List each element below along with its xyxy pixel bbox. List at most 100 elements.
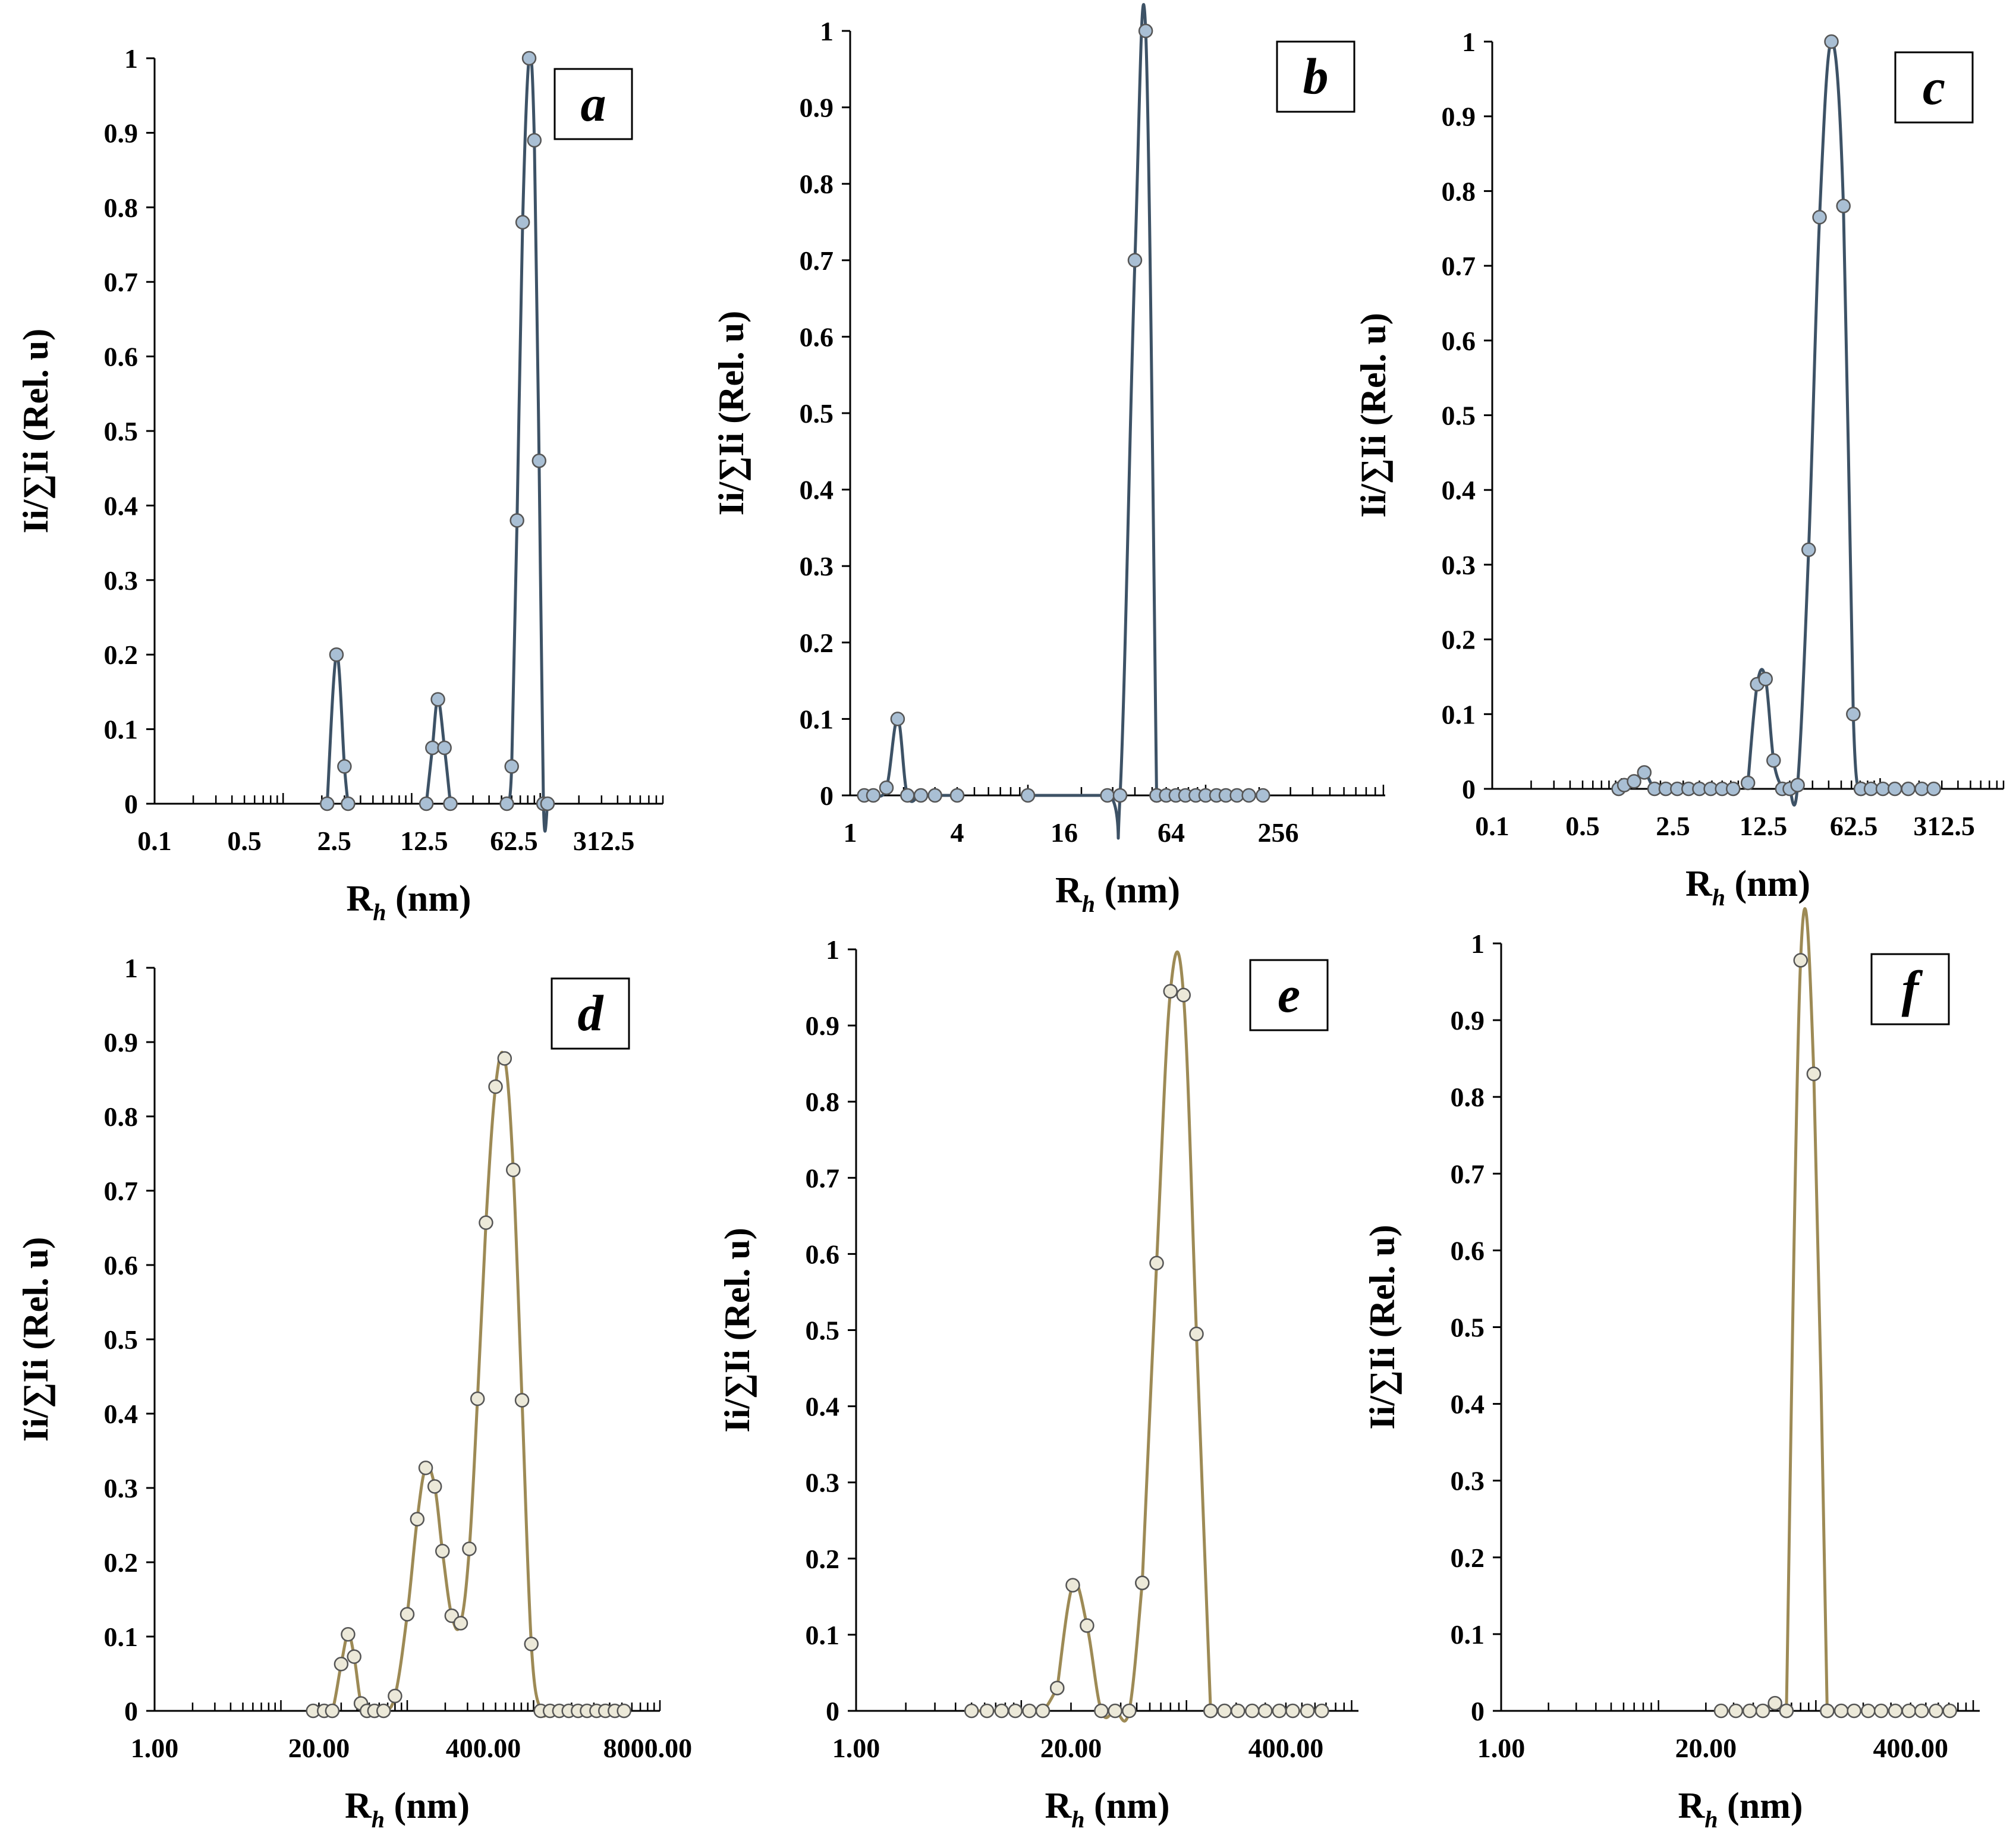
data-point [504,759,519,774]
y-tick-label: 0.1 [104,1622,139,1652]
x-axis-title: Rh (nm) [1045,1786,1170,1833]
data-point [419,796,434,811]
y-tick-label: 0.3 [800,551,834,581]
x-tick-label: 400.00 [446,1733,521,1763]
panel-label: e [1278,966,1300,1023]
panel-label-box [1894,51,1974,124]
x-tick-label: 20.00 [1675,1733,1737,1763]
y-tick-label: 1 [124,43,138,74]
x-axis-title-unit: (nm) [1725,864,1810,904]
series-line [1028,3,1158,840]
data-point [376,1703,391,1719]
y-tick-label: 0.9 [806,1011,840,1041]
data-point [1914,1703,1929,1719]
panel-label: a [581,75,606,132]
y-tick-label: 0.6 [104,1250,139,1280]
data-point [430,692,445,707]
y-tick-label: 0.2 [104,1547,139,1578]
y-tick-label: 0.3 [806,1468,840,1498]
data-point [1806,1066,1822,1081]
data-point [1901,781,1916,797]
data-point [1050,1681,1065,1695]
y-tick-label: 0.9 [800,93,834,123]
chart-panel-e: 0 0.1 0.2 0.3 0.4 0.5 0.6 0.7 0.8 0.9 1 1.00 20.00 40… [718,934,1358,1833]
data-point [1726,781,1741,797]
panel-label-box [553,68,633,140]
y-tick-label: 0 [1471,1696,1485,1726]
data-point [1755,1703,1770,1719]
data-point [1065,1578,1080,1593]
y-tick-label: 0.2 [1451,1543,1485,1573]
series-line [505,52,549,833]
y-tick-label: 0.1 [1451,1619,1485,1650]
data-point [479,1215,493,1230]
data-point [1080,1618,1095,1633]
y-tick-label: 0.7 [806,1163,840,1193]
x-axis-title: Rh (nm) [1678,1786,1803,1833]
x-tick-label: 62.5 [1830,811,1878,841]
data-point [1272,1703,1287,1719]
y-tick-label: 0.9 [104,118,139,148]
data-point [400,1607,415,1622]
data-point [527,133,542,148]
x-tick-label: 1 [844,817,857,848]
data-point [337,759,352,774]
y-tick-label: 0.6 [1442,326,1476,356]
data-point [1820,1703,1835,1719]
y-tick-label: 0.9 [104,1027,139,1058]
data-point [1801,542,1816,558]
data-point [524,1637,539,1651]
x-tick-label: 20.00 [1040,1733,1102,1763]
x-axis-title: Rh (nm) [1055,870,1180,917]
x-axis-title-unit: (nm) [386,879,471,919]
data-point [1108,1703,1122,1719]
data-point [1122,1703,1137,1719]
y-tick-label: 0.4 [104,1399,139,1429]
series-line [1788,40,1863,807]
x-axis-title: Rh (nm) [1685,864,1810,911]
x-axis-title-main: R [347,879,374,919]
data-point [1241,788,1256,803]
series-line [1055,1581,1144,1723]
y-tick-label: 0.8 [104,193,139,223]
y-tick-label: 0.2 [800,628,834,658]
x-tick-label: 8000.00 [603,1733,693,1763]
x-tick-label: 12.5 [1740,811,1788,841]
data-point [994,1703,1009,1719]
x-tick-label: 62.5 [490,826,538,856]
data-point [1256,788,1270,803]
panel-label-box [1870,953,1950,1025]
x-axis-title-main: R [1055,870,1083,911]
data-point [1314,1703,1329,1719]
data-point [979,1703,995,1719]
y-tick-label: 1 [124,953,138,983]
x-axis-title-sub: h [1071,1806,1084,1833]
y-tick-label: 1 [1471,929,1485,959]
data-point [1790,778,1805,792]
y-axis-title: Ii/∑Ii (Rel. u) [16,1237,55,1442]
y-tick-label: 0 [124,1696,138,1726]
data-point [462,1541,477,1556]
data-point [913,788,929,803]
data-point [1812,210,1827,225]
data-point [1300,1703,1315,1719]
data-point [410,1512,425,1527]
data-point [506,1162,521,1178]
x-axis-title-sub: h [1704,1806,1718,1833]
data-point [1094,1703,1109,1719]
y-tick-label: 0.2 [1442,625,1476,655]
y-tick-label: 0.9 [1451,1005,1485,1036]
x-tick-label: 16 [1051,817,1078,848]
data-point [531,453,547,468]
data-point [1740,775,1756,791]
y-tick-label: 0.1 [800,704,834,734]
series-line [325,653,350,804]
y-tick-label: 0.7 [800,246,834,276]
data-point [1766,753,1781,768]
data-point [499,796,514,811]
y-tick-label: 0.6 [800,322,834,352]
data-point [347,1649,361,1664]
data-point [1176,987,1191,1003]
data-point [509,513,524,528]
